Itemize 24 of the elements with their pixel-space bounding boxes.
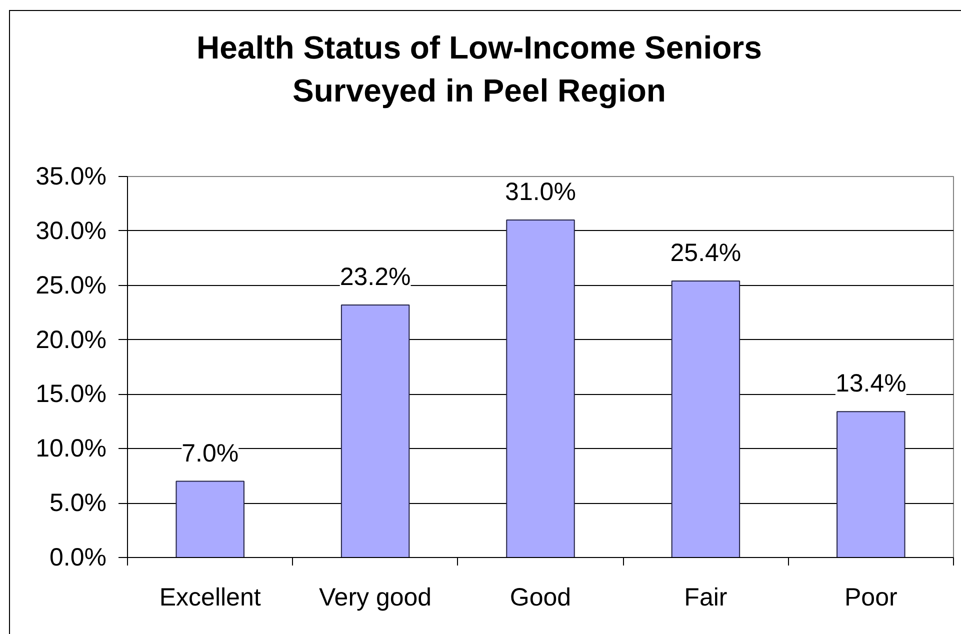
y-tick-label: 30.0% bbox=[36, 216, 107, 245]
data-label: 7.0% bbox=[182, 439, 239, 468]
y-tick-label: 15.0% bbox=[36, 380, 107, 408]
data-label: 23.2% bbox=[340, 262, 411, 291]
x-tick-label: Fair bbox=[684, 584, 728, 612]
bar bbox=[836, 411, 906, 558]
chart-title: Health Status of Low-Income Seniors Surveyed in Peel Region bbox=[196, 29, 762, 108]
data-label: 13.4% bbox=[835, 370, 906, 398]
y-tick-label: 5.0% bbox=[50, 489, 106, 518]
bar bbox=[176, 480, 244, 558]
x-tick-label: Poor bbox=[844, 584, 898, 612]
bar bbox=[506, 220, 575, 558]
bar bbox=[671, 280, 740, 558]
y-tick-label: 10.0% bbox=[36, 434, 107, 463]
data-label: 31.0% bbox=[505, 178, 576, 206]
y-tick-label: 20.0% bbox=[36, 326, 107, 354]
y-tick-label: 0.0% bbox=[50, 544, 106, 572]
bar bbox=[340, 304, 410, 558]
data-label: 25.4% bbox=[670, 239, 742, 268]
y-tick-label: 25.0% bbox=[36, 271, 107, 300]
x-tick-label: Excellent bbox=[159, 584, 261, 612]
x-tick-label: Very good bbox=[319, 584, 432, 612]
x-tick-label: Good bbox=[510, 584, 572, 612]
y-tick-label: 35.0% bbox=[36, 162, 107, 190]
